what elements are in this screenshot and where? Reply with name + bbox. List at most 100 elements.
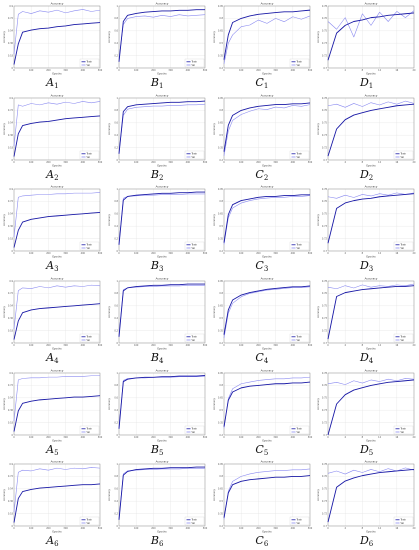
x-tick-label: 0 — [328, 161, 330, 164]
plot-frame — [223, 280, 310, 344]
y-tick-label: 0.78 — [322, 96, 328, 99]
y-tick-label: 0.36 — [8, 42, 14, 45]
chart-title: Accuracy — [155, 93, 168, 97]
series-line-train — [118, 283, 205, 337]
y-tick-label: 0.8 — [114, 201, 118, 204]
y-tick-label: 0.2 — [114, 146, 118, 149]
x-tick-label: 500 — [203, 528, 208, 531]
plot-frame — [118, 464, 205, 527]
plot-frame — [328, 372, 415, 435]
x-tick-label: 100 — [134, 69, 139, 72]
y-tick-label: 0.6 — [114, 121, 118, 124]
y-axis-label: Accuracy — [107, 306, 111, 318]
y-tick-label: 0 — [116, 67, 118, 70]
y-tick-label: 0.8 — [219, 17, 223, 20]
y-tick-label: 0.72 — [8, 292, 14, 295]
y-tick-label: 0.18 — [8, 513, 14, 516]
legend-label-val: Val — [191, 247, 195, 250]
series-line-val — [328, 100, 415, 108]
plot-frame — [13, 189, 101, 252]
x-tick-label: 400 — [290, 528, 295, 531]
y-tick-label: 0.95 — [217, 96, 223, 99]
y-tick-label: 1 — [116, 463, 118, 466]
chart-panel-C1: Accuracy 0 100 200 300 400 500 0.2 0.35 0.5 0.65 0.… — [210, 0, 315, 92]
legend-label-train: Train — [191, 61, 197, 64]
chart-panel-B2: Accuracy 0 100 200 300 400 500 0 0.2 0.4 0.6 0.8 1 Ep… — [105, 92, 210, 184]
plot-frame — [118, 372, 205, 435]
x-tick-label: 100 — [134, 253, 139, 256]
y-tick-label: 0.72 — [8, 384, 14, 387]
panel-caption: D4 — [314, 351, 419, 365]
panel-caption-index: 5 — [263, 448, 269, 457]
x-tick-label: 100 — [29, 344, 34, 347]
legend-label-train: Train — [401, 336, 407, 339]
series-line-train — [327, 469, 415, 523]
panel-caption-letter: A — [46, 351, 55, 364]
x-tick-label: 400 — [185, 69, 190, 72]
x-tick-label: 500 — [98, 69, 103, 72]
chart-title: Accuracy — [365, 1, 378, 5]
series-line-train — [13, 115, 101, 157]
x-tick-label: 0 — [118, 436, 120, 439]
y-tick-label: 0.73 — [322, 317, 328, 320]
panel-caption-letter: C — [255, 534, 264, 548]
panel-caption-index: 4 — [368, 357, 374, 365]
chart-title: Accuracy — [260, 1, 273, 5]
panel-caption-index: 5 — [54, 448, 59, 457]
y-tick-label: 0.5 — [219, 42, 223, 45]
legend-label-train: Train — [86, 336, 92, 339]
series-line-val — [328, 10, 415, 38]
legend-box — [394, 517, 414, 526]
chart-title: Accuracy — [260, 368, 273, 372]
y-tick-label: 0.65 — [217, 121, 223, 124]
panel-caption-letter: B — [150, 534, 159, 548]
x-tick-label: 8 — [362, 161, 364, 164]
y-tick-label: 0.65 — [217, 396, 223, 399]
legend-box — [289, 150, 309, 159]
series-line-val — [223, 286, 310, 339]
y-tick-label: 0.75 — [322, 488, 328, 491]
x-tick-label: 0 — [118, 528, 120, 531]
chart-panel-A6: Accuracy 0 100 200 300 400 500 0 0.18 0.36 0.54 0.7… — [0, 458, 105, 550]
x-tick-label: 300 — [168, 344, 173, 347]
y-axis-label: Accuracy — [212, 306, 216, 318]
x-tick-label: 100 — [239, 253, 244, 256]
panel-caption-letter: A — [46, 167, 55, 181]
x-tick-label: 200 — [46, 344, 51, 347]
legend-box — [184, 425, 204, 434]
y-tick-label: 0.76 — [322, 384, 328, 387]
y-tick-label: 0.2 — [114, 238, 118, 241]
legend-label-val: Val — [401, 155, 405, 158]
x-tick-label: 500 — [98, 344, 103, 347]
panel-caption: B3 — [105, 259, 210, 273]
x-tick-label: 0 — [13, 436, 15, 439]
series-line-val — [13, 284, 101, 330]
y-tick-label: 0.54 — [8, 213, 14, 216]
x-tick-label: 400 — [185, 436, 190, 439]
legend-label-val: Val — [191, 64, 195, 67]
y-tick-label: 0.76 — [322, 292, 328, 295]
legend-label-val: Val — [296, 339, 300, 342]
chart-title: Accuracy — [51, 185, 64, 189]
x-tick-label: 20 — [413, 161, 416, 164]
panel-caption-letter: A — [46, 259, 55, 273]
y-tick-label: 0.7 — [324, 342, 328, 345]
x-tick-label: 500 — [98, 528, 103, 531]
y-axis-label: Accuracy — [107, 214, 111, 226]
legend-label-train: Train — [296, 519, 302, 522]
y-axis-label: Accuracy — [316, 122, 320, 134]
x-tick-label: 100 — [239, 344, 244, 347]
x-tick-label: 100 — [239, 161, 244, 164]
panel-caption: A6 — [0, 534, 105, 548]
x-tick-label: 20 — [413, 528, 416, 531]
legend-label-val: Val — [86, 64, 90, 67]
x-tick-label: 12 — [378, 436, 381, 439]
y-tick-label: 0 — [12, 158, 14, 161]
x-axis-label: Epochs — [262, 72, 272, 76]
y-tick-label: 0 — [12, 525, 14, 528]
x-tick-label: 500 — [203, 436, 208, 439]
x-tick-label: 4 — [345, 528, 347, 531]
legend-label-val: Val — [86, 339, 90, 342]
